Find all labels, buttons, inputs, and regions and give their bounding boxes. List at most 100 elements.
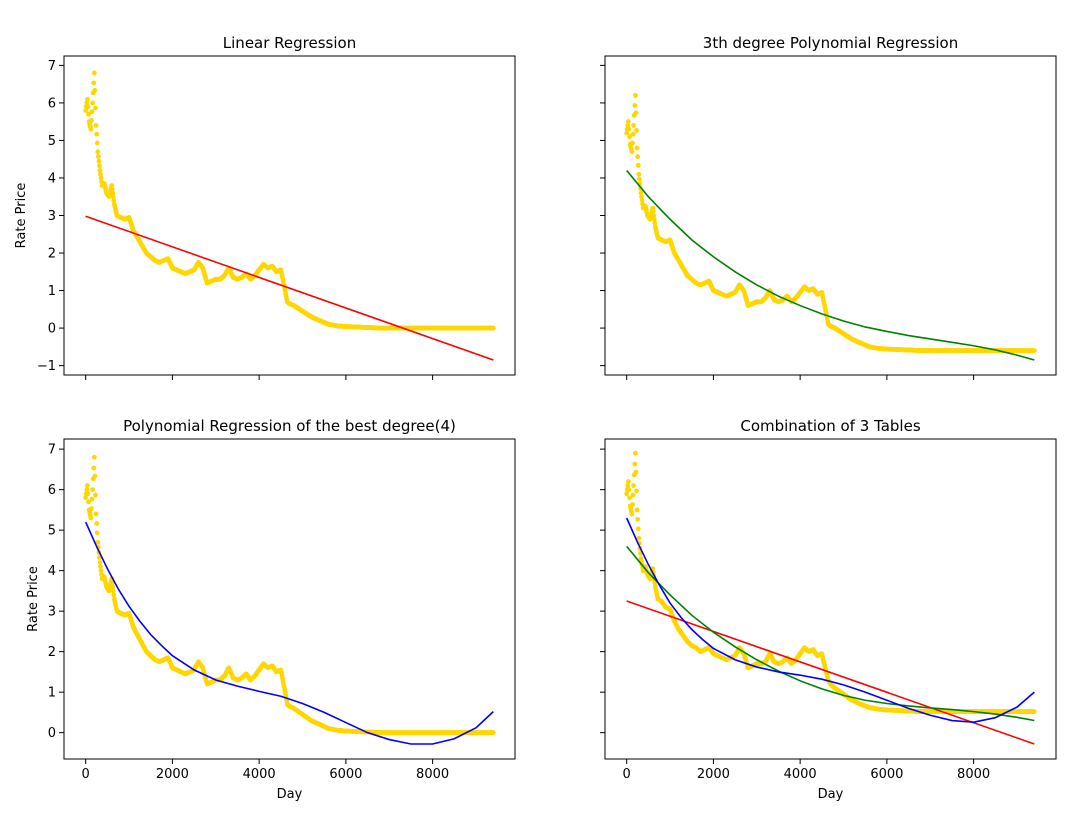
scatter-point: [110, 584, 116, 590]
scatter-point: [85, 491, 91, 497]
scatter-point: [91, 70, 97, 76]
y-tick-label: 7: [48, 59, 56, 74]
y-tick-label: 0: [48, 322, 56, 337]
subplot-linear-regression: Linear Regression Rate Price −1 0 1 2 3 4 5 6 7: [14, 34, 516, 380]
scatter-point: [634, 488, 639, 494]
subplot-title: Polynomial Regression of the best degree…: [123, 417, 456, 435]
scatter-point: [626, 479, 631, 484]
scatter-point: [630, 502, 635, 507]
scatter-point: [1031, 709, 1037, 715]
y-tick-label: 4: [48, 171, 56, 186]
scatter-point: [84, 487, 90, 493]
scatter-point: [629, 511, 635, 517]
scatter-point: [624, 491, 630, 497]
scatter-point: [98, 564, 103, 569]
scatter-point: [85, 483, 90, 488]
scatter-point: [94, 140, 100, 146]
scatter-point: [89, 118, 94, 123]
regression-line: [84, 521, 494, 745]
x-axis-label: Day: [277, 787, 303, 802]
scatter-point: [93, 123, 99, 128]
x-tick-label: 6000: [870, 767, 903, 782]
scatter-point: [109, 186, 115, 192]
y-tick-label: 5: [48, 524, 56, 539]
scatter-point: [630, 140, 635, 146]
regression-line: [626, 545, 1035, 722]
x-tick-label: 8000: [957, 767, 990, 782]
x-tick-label: 8000: [416, 767, 449, 782]
plot-area: [83, 454, 496, 745]
y-tick-label: 2: [48, 247, 56, 262]
y-tick-label: 0: [48, 726, 56, 741]
regression-line: [625, 517, 1035, 723]
scatter-point: [625, 123, 631, 128]
x-tick-label: 4000: [243, 767, 276, 782]
scatter-point: [634, 507, 640, 513]
y-tick-label: −1: [37, 359, 56, 374]
scatter-point: [98, 175, 104, 181]
y-tick-label: 6: [48, 483, 56, 498]
scatter-point: [652, 220, 658, 226]
scatter-point: [95, 149, 101, 155]
scatter-point: [629, 149, 635, 155]
scatter-point: [639, 198, 645, 203]
scatter-point: [93, 492, 98, 498]
scatter-point: [91, 454, 97, 460]
scatter-point: [97, 163, 102, 169]
plot-area: [624, 450, 1037, 745]
scatter-point: [626, 126, 632, 132]
scatter-point: [650, 209, 656, 215]
x-tick-label: 0: [82, 767, 90, 782]
regression-line: [626, 600, 1035, 745]
scatter-point: [94, 530, 100, 536]
axes-frame: [604, 438, 1057, 760]
scatter-point: [97, 168, 103, 173]
scatter-point: [634, 128, 639, 133]
scatter-point: [88, 126, 94, 132]
y-tick-label: 7: [48, 443, 56, 458]
scatter-point: [650, 205, 656, 211]
scatter-point: [632, 461, 638, 467]
x-axis-label: Day: [818, 787, 844, 802]
scatter-point: [94, 520, 100, 526]
subplot-cubic-polynomial-regression: 3th degree Polynomial Regression: [600, 34, 1057, 380]
scatter-point: [635, 163, 641, 168]
scatter-point: [110, 194, 116, 200]
scatter-point: [632, 450, 638, 456]
axes-frame: [63, 438, 516, 760]
scatter-point: [89, 496, 95, 502]
scatter-point: [95, 539, 101, 545]
scatter-point: [636, 176, 642, 182]
scatter-point: [635, 516, 641, 522]
subplot-best-degree-polynomial-regression: Polynomial Regression of the best degree…: [26, 417, 516, 802]
scatter-point: [96, 158, 102, 164]
scatter-point: [627, 495, 632, 501]
scatter-point: [636, 535, 642, 541]
scatter-point: [624, 130, 630, 136]
x-tick-label: 2000: [697, 767, 730, 782]
y-tick-label: 5: [48, 134, 56, 149]
scatter-point: [630, 131, 636, 137]
scatter-point: [111, 592, 117, 598]
scatter-point: [85, 104, 91, 110]
y-tick-label: 3: [48, 605, 56, 620]
scatter-point: [91, 465, 97, 471]
scatter-point: [636, 171, 642, 177]
y-axis-label: Rate Price: [26, 566, 41, 632]
scatter-point: [632, 103, 638, 108]
y-tick-label: 1: [48, 284, 56, 299]
scatter-point: [652, 580, 658, 586]
subplot-title: Combination of 3 Tables: [740, 417, 920, 435]
scatter-point: [92, 473, 98, 479]
scatter-point: [639, 194, 644, 200]
scatter-point: [651, 213, 657, 218]
scatter-point: [110, 588, 116, 594]
scatter-point: [632, 93, 638, 98]
scatter-point: [90, 487, 96, 493]
scatter-point: [1031, 348, 1037, 354]
scatter-point: [89, 109, 95, 115]
x-tick-label: 6000: [329, 767, 362, 782]
scatter-point: [89, 506, 94, 511]
x-tick-label: 2000: [156, 767, 189, 782]
